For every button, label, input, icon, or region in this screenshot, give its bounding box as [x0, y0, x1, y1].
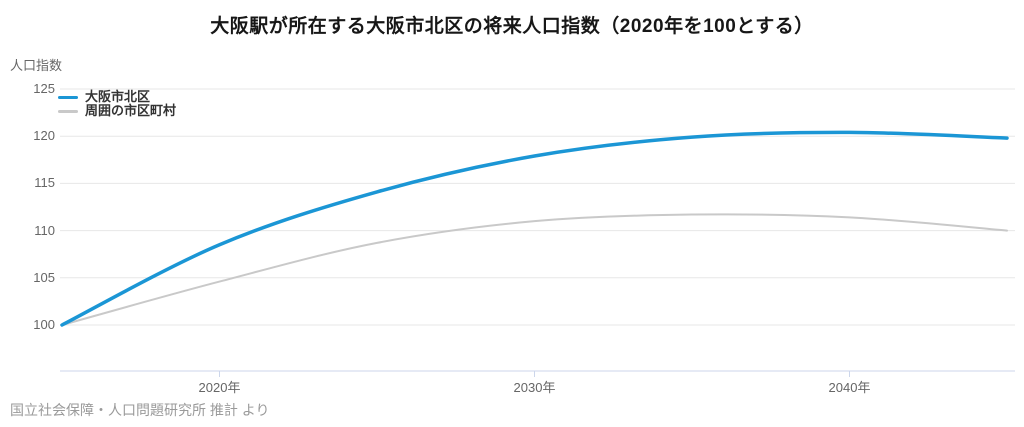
- series-line-1: [61, 213, 1008, 326]
- legend-line-swatch-osaka-kita: [58, 95, 78, 99]
- series-line-0: [60, 130, 1009, 327]
- y-tick-label-110: 110: [34, 222, 55, 238]
- y-axis-title: 人口指数: [10, 58, 63, 73]
- source-credit: 国立社会保障・人口問題研究所 推計 より: [10, 402, 270, 418]
- legend-item-surrounding-municipalities[interactable]: 周囲の市区町村: [58, 104, 176, 118]
- y-tick-label-100: 100: [33, 317, 55, 332]
- legend-label-osaka-kita: 大阪市北区: [85, 89, 151, 104]
- y-tick-label-115: 115: [34, 175, 55, 191]
- x-tick-label-2030: 2030年: [513, 380, 556, 395]
- chart-title: 大阪駅が所在する大阪市北区の将来人口指数（2020年を100とする）: [210, 16, 814, 37]
- y-tick-label-125: 125: [33, 81, 55, 96]
- y-tick-label-105: 105: [33, 269, 55, 285]
- chart-legend: 大阪市北区 周囲の市区町村: [58, 90, 176, 118]
- legend-line-swatch-surrounding: [58, 109, 78, 113]
- y-tick-label-120: 120: [33, 128, 55, 144]
- x-tick-label-2020: 2020年: [198, 380, 241, 395]
- x-tick-label-2040: 2040年: [828, 380, 871, 395]
- legend-item-osaka-kita[interactable]: 大阪市北区: [58, 90, 176, 104]
- legend-label-surrounding: 周囲の市区町村: [85, 103, 177, 118]
